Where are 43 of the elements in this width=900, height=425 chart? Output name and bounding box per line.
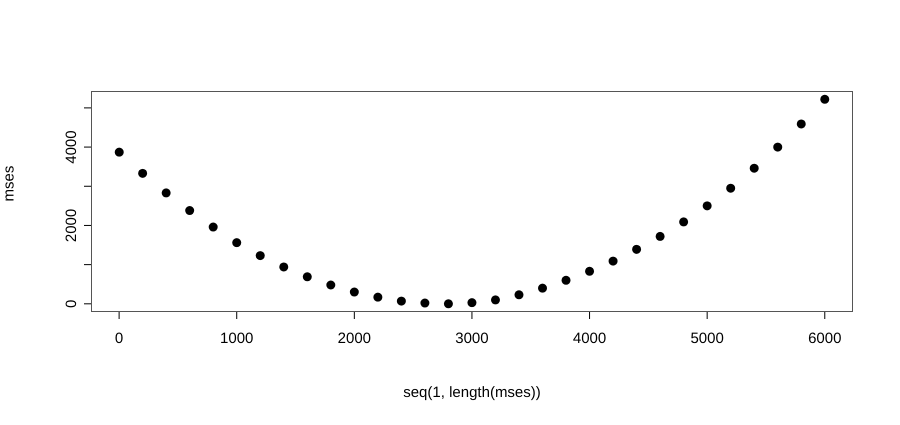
point (773, 142, 782, 152)
point (256, 251, 265, 260)
point (702, 201, 712, 210)
point (679, 217, 688, 226)
point (608, 256, 618, 266)
point (114, 148, 124, 157)
point (373, 292, 382, 302)
point (656, 232, 665, 241)
point (632, 244, 642, 254)
x-tick-label: 6000 (808, 330, 842, 347)
x-tick-label: 4000 (572, 330, 606, 347)
x-tick-label: 5000 (690, 330, 724, 347)
point (514, 290, 524, 300)
point (467, 298, 476, 308)
point (750, 164, 759, 173)
point (562, 276, 571, 285)
x-tick-label: 0 (114, 330, 124, 347)
point (350, 288, 359, 297)
point (396, 296, 406, 306)
point (302, 272, 312, 282)
point (444, 299, 453, 308)
point (279, 262, 288, 272)
point (726, 184, 736, 193)
x-axis-title: seq(1, length(mses)) (403, 384, 541, 401)
x-tick-label: 3000 (455, 330, 489, 347)
point (585, 266, 594, 276)
point (820, 94, 830, 104)
point (796, 119, 806, 128)
point (138, 168, 148, 178)
y-tick-label: 2000 (63, 208, 80, 242)
y-tick-label: 0 (63, 300, 80, 308)
point (185, 206, 194, 216)
y-tick-label: 4000 (63, 130, 80, 164)
point (490, 295, 500, 304)
point (326, 280, 336, 290)
point (420, 298, 430, 308)
point (232, 238, 242, 248)
point (208, 222, 218, 232)
y-axis-title: mses (0, 166, 18, 202)
x-tick-label: 2000 (338, 330, 372, 347)
point (538, 284, 548, 293)
point (162, 188, 171, 198)
x-tick-label: 1000 (220, 330, 254, 347)
